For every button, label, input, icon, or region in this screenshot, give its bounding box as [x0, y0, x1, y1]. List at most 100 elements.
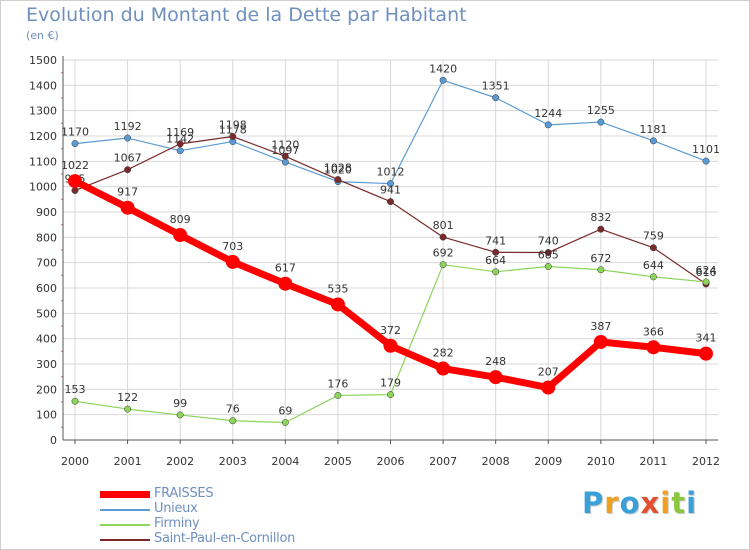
data-point-unieux — [124, 134, 132, 142]
data-label-unieux: 1420 — [429, 62, 457, 75]
data-label-firminy: 122 — [117, 391, 138, 404]
data-point-firminy — [124, 405, 132, 413]
data-label-saint-paul-en-cornillon: 1120 — [271, 138, 299, 151]
logo-letter: o — [619, 486, 641, 520]
line-chart: 0 100 200 300 400 500 600 700 800 900 1000 1100 1200… — [29, 54, 720, 468]
data-label-unieux: 1178 — [219, 124, 247, 137]
data-label-fraisses: 366 — [643, 325, 664, 338]
data-label-unieux: 1101 — [692, 143, 720, 156]
y-tick-label: 400 — [36, 333, 57, 346]
data-label-fraisses: 917 — [117, 186, 138, 199]
logo-letter: t — [671, 486, 687, 520]
x-tick-label: 2012 — [692, 455, 720, 468]
data-point-firminy — [334, 391, 342, 399]
data-label-unieux: 1255 — [587, 104, 615, 117]
data-point-firminy — [176, 411, 184, 419]
data-label-fraisses: 372 — [380, 324, 401, 337]
data-point-firminy — [71, 397, 79, 405]
legend-label-saint-paul-en-cornillon: Saint-Paul-en-Cornillon — [154, 531, 296, 546]
data-point-fraisses — [646, 340, 661, 355]
x-tick-label: 2009 — [534, 455, 562, 468]
data-point-saint-paul-en-cornillon — [281, 152, 289, 160]
data-label-firminy: 76 — [226, 403, 240, 416]
data-label-firminy: 685 — [538, 248, 559, 261]
data-label-saint-paul-en-cornillon: 1067 — [114, 152, 142, 165]
data-label-fraisses: 341 — [696, 332, 717, 345]
logo-letter: P — [582, 486, 605, 520]
y-tick-label: 900 — [36, 206, 57, 219]
data-label-unieux: 1244 — [534, 107, 562, 120]
y-tick-label: 700 — [36, 257, 57, 270]
data-point-unieux — [281, 158, 289, 166]
legend-swatch-firminy — [100, 524, 150, 526]
data-point-saint-paul-en-cornillon — [71, 187, 79, 194]
data-point-saint-paul-en-cornillon — [544, 249, 552, 256]
data-label-fraisses: 535 — [327, 282, 348, 295]
data-point-fraisses — [383, 338, 398, 353]
data-label-saint-paul-en-cornillon: 741 — [485, 234, 506, 247]
data-point-unieux — [71, 140, 79, 148]
x-tick-label: 2005 — [324, 455, 352, 468]
data-label-firminy: 692 — [433, 247, 454, 260]
data-label-fraisses: 1022 — [61, 159, 89, 172]
data-label-saint-paul-en-cornillon: 1028 — [324, 162, 352, 175]
data-label-saint-paul-en-cornillon: 740 — [538, 235, 559, 248]
data-label-firminy: 179 — [380, 377, 401, 390]
data-label-unieux: 1020 — [324, 164, 352, 177]
x-tick-label: 2001 — [114, 455, 142, 468]
data-point-fraisses — [68, 174, 82, 189]
legend-swatch-unieux — [100, 509, 150, 511]
data-point-unieux — [439, 76, 447, 84]
y-tick-label: 500 — [36, 307, 57, 320]
data-label-saint-paul-en-cornillon: 1169 — [166, 126, 194, 139]
data-point-fraisses — [699, 346, 713, 361]
data-point-firminy — [702, 278, 710, 286]
data-label-unieux: 1181 — [639, 123, 667, 136]
data-point-firminy — [439, 261, 447, 269]
chart-title: Evolution du Montant de la Dette par Hab… — [26, 4, 467, 26]
data-point-unieux — [387, 180, 394, 188]
legend-label-fraisses: FRAISSES — [154, 486, 214, 501]
data-label-firminy: 624 — [696, 264, 717, 277]
y-tick-label: 1000 — [29, 181, 57, 194]
data-point-saint-paul-en-cornillon — [229, 133, 237, 140]
data-point-saint-paul-en-cornillon — [124, 166, 132, 174]
x-tick-label: 2010 — [587, 455, 615, 468]
data-point-saint-paul-en-cornillon — [334, 176, 342, 184]
y-tick-label: 1500 — [29, 54, 57, 67]
data-label-unieux: 1192 — [114, 120, 142, 133]
data-label-firminy: 99 — [173, 397, 187, 410]
y-tick-label: 1400 — [29, 79, 57, 92]
x-tick-label: 2002 — [166, 455, 194, 468]
data-point-firminy — [597, 266, 605, 274]
data-point-firminy — [544, 263, 552, 270]
y-tick-label: 0 — [50, 434, 57, 447]
data-label-fraisses: 809 — [170, 213, 191, 226]
data-label-fraisses: 617 — [275, 262, 296, 275]
data-label-fraisses: 207 — [538, 366, 559, 379]
proxiti-logo: Proxiti — [582, 486, 697, 520]
legend-label-firminy: Firminy — [154, 516, 200, 531]
y-tick-label: 600 — [36, 282, 57, 295]
data-label-unieux: 1012 — [377, 166, 405, 179]
data-point-fraisses — [488, 370, 503, 385]
data-label-firminy: 644 — [643, 259, 664, 272]
chart-unit: (en €) — [26, 29, 59, 42]
logo-letter: i — [686, 486, 698, 520]
data-label-fraisses: 282 — [433, 347, 454, 360]
data-point-saint-paul-en-cornillon — [649, 244, 657, 252]
data-point-firminy — [649, 273, 657, 281]
data-point-saint-paul-en-cornillon — [176, 140, 184, 148]
data-point-saint-paul-en-cornillon — [492, 248, 500, 256]
data-point-firminy — [387, 391, 394, 399]
data-label-saint-paul-en-cornillon: 1198 — [219, 119, 247, 132]
data-label-saint-paul-en-cornillon: 801 — [433, 219, 454, 232]
data-point-fraisses — [541, 380, 556, 395]
data-label-fraisses: 248 — [485, 355, 506, 368]
data-point-firminy — [492, 268, 500, 276]
data-point-unieux — [176, 147, 184, 155]
data-point-fraisses — [173, 228, 188, 243]
y-tick-label: 200 — [36, 383, 57, 396]
data-point-fraisses — [330, 297, 345, 312]
